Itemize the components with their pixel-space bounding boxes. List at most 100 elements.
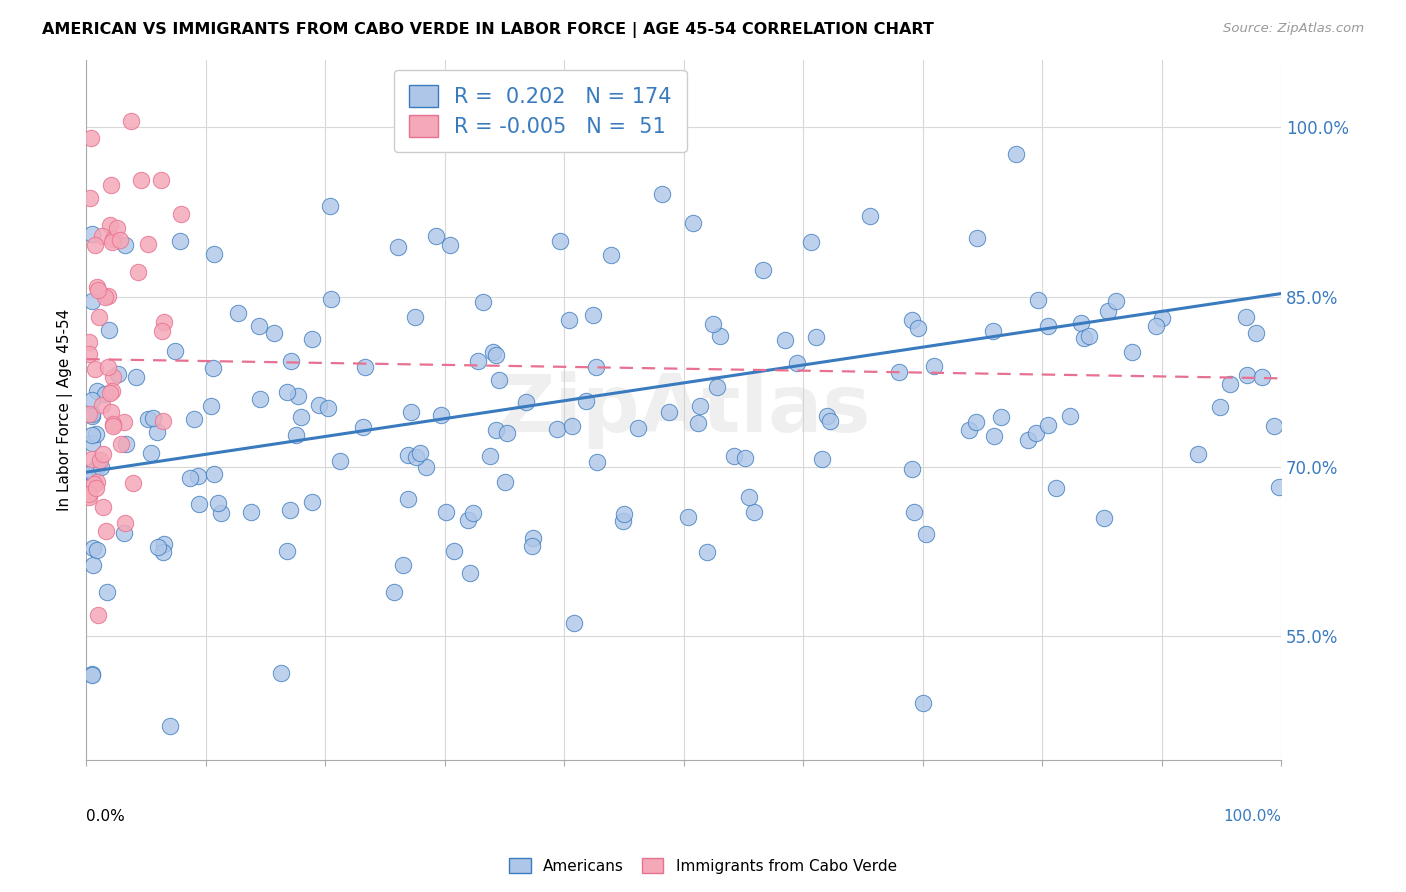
Point xyxy=(859,209,882,223)
Point xyxy=(415,460,437,475)
Point xyxy=(396,448,419,462)
Point xyxy=(319,198,342,212)
Point xyxy=(122,475,145,490)
Point xyxy=(82,466,104,480)
Point xyxy=(82,451,104,466)
Point xyxy=(101,232,124,246)
Point xyxy=(751,262,773,277)
Legend: R =  0.202   N = 174, R = -0.005   N =  51: R = 0.202 N = 174, R = -0.005 N = 51 xyxy=(394,70,686,152)
Point xyxy=(142,411,165,425)
Point xyxy=(86,475,108,489)
Point xyxy=(83,477,105,491)
Point xyxy=(901,313,924,327)
Point xyxy=(627,421,650,435)
Point xyxy=(96,585,118,599)
Point xyxy=(391,558,413,572)
Point xyxy=(800,235,823,249)
Point xyxy=(907,320,929,334)
Point xyxy=(97,289,120,303)
Point xyxy=(734,450,756,465)
Point xyxy=(101,419,124,434)
Point xyxy=(586,455,609,469)
Point xyxy=(458,566,481,581)
Point xyxy=(494,475,516,490)
Point xyxy=(103,417,125,431)
Point xyxy=(247,319,270,334)
Point xyxy=(439,238,461,252)
Point xyxy=(382,585,405,599)
Point xyxy=(612,515,634,529)
Point xyxy=(263,326,285,340)
Point xyxy=(77,487,100,501)
Point xyxy=(301,332,323,346)
Point xyxy=(900,462,922,476)
Point xyxy=(1073,330,1095,344)
Point xyxy=(170,207,193,221)
Point xyxy=(478,450,501,464)
Point xyxy=(308,398,330,412)
Point xyxy=(723,449,745,463)
Point xyxy=(138,236,160,251)
Point xyxy=(585,360,607,375)
Point xyxy=(188,497,211,511)
Point xyxy=(981,324,1004,338)
Point xyxy=(83,238,105,252)
Point xyxy=(1059,409,1081,423)
Point xyxy=(82,393,104,408)
Point xyxy=(153,315,176,329)
Point xyxy=(558,312,581,326)
Point xyxy=(114,516,136,531)
Point xyxy=(280,354,302,368)
Point xyxy=(965,416,987,430)
Point xyxy=(820,414,842,428)
Point xyxy=(120,114,142,128)
Point xyxy=(150,325,173,339)
Point xyxy=(97,323,120,337)
Point xyxy=(1236,368,1258,383)
Point xyxy=(957,423,980,437)
Point xyxy=(387,240,409,254)
Point xyxy=(82,427,104,442)
Y-axis label: In Labor Force | Age 45-54: In Labor Force | Age 45-54 xyxy=(58,309,73,511)
Point xyxy=(86,283,108,297)
Point xyxy=(187,469,209,483)
Point xyxy=(738,490,761,504)
Point xyxy=(742,505,765,519)
Point xyxy=(773,334,796,348)
Point xyxy=(94,524,117,538)
Point xyxy=(488,373,510,387)
Point xyxy=(159,719,181,733)
Point xyxy=(461,506,484,520)
Point xyxy=(276,543,298,558)
Point xyxy=(405,450,427,464)
Point xyxy=(706,380,728,394)
Point xyxy=(481,345,503,359)
Point xyxy=(990,410,1012,425)
Point xyxy=(922,359,945,373)
Point xyxy=(89,453,111,467)
Point xyxy=(82,541,104,555)
Point xyxy=(82,409,104,423)
Point xyxy=(1070,316,1092,330)
Point xyxy=(94,387,117,401)
Point xyxy=(86,608,108,623)
Point xyxy=(1028,293,1050,308)
Text: 100.0%: 100.0% xyxy=(1223,809,1281,824)
Point xyxy=(562,616,585,631)
Point xyxy=(207,496,229,510)
Point xyxy=(912,696,935,710)
Point xyxy=(485,423,508,437)
Point xyxy=(112,526,135,541)
Point xyxy=(434,504,457,518)
Point xyxy=(1219,377,1241,392)
Point xyxy=(200,399,222,413)
Point xyxy=(1121,344,1143,359)
Point xyxy=(86,481,108,495)
Point xyxy=(280,503,302,517)
Point xyxy=(152,537,174,551)
Point xyxy=(163,343,186,358)
Point xyxy=(228,306,250,320)
Point xyxy=(688,416,710,430)
Point xyxy=(354,360,377,375)
Point xyxy=(93,290,115,304)
